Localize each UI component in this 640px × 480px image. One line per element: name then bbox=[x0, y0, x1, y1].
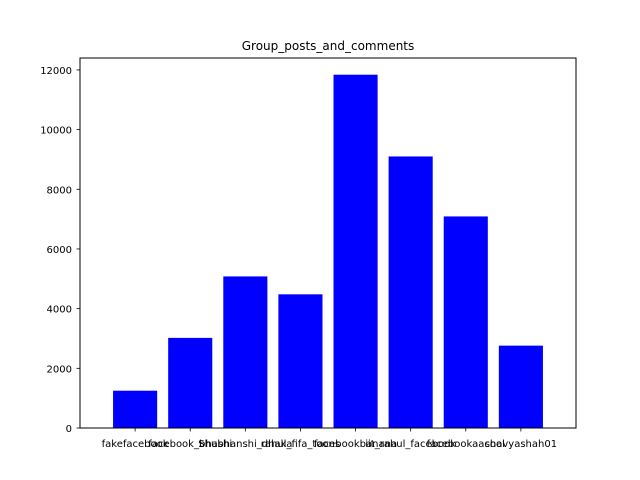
x-tick-label-5: iit_rahul_facebook bbox=[365, 439, 456, 450]
y-tick-label-2: 4000 bbox=[47, 305, 72, 316]
y-tick-label-3: 6000 bbox=[47, 245, 72, 256]
y-tick-label-5: 10000 bbox=[40, 126, 72, 137]
x-axis-ticks: fakefacebookfacebook_bhashiShubhanshi_dh… bbox=[102, 428, 557, 450]
bar-4 bbox=[333, 74, 378, 429]
y-tick-label-1: 2000 bbox=[47, 364, 72, 375]
plot-frame bbox=[79, 57, 577, 429]
bar-6 bbox=[443, 216, 488, 428]
y-tick-label-6: 12000 bbox=[40, 66, 72, 77]
bar-3 bbox=[278, 294, 323, 428]
bar-0 bbox=[113, 390, 158, 428]
bar-5 bbox=[388, 156, 433, 428]
bar-2 bbox=[223, 276, 268, 428]
bar-7 bbox=[498, 345, 543, 428]
x-tick-label-4: facebookbanana bbox=[314, 439, 397, 450]
x-tick-label-0: fakefacebook bbox=[102, 439, 169, 450]
y-tick-label-0: 0 bbox=[66, 424, 72, 435]
x-tick-label-3: rahul_fifa_toons bbox=[261, 439, 340, 450]
x-tick-label-7: shavyashah01 bbox=[485, 439, 557, 450]
y-axis-ticks: 0 2000 4000 6000 8000 10000 12000 bbox=[40, 66, 80, 435]
chart-title: Group_posts_and_comments bbox=[242, 39, 415, 53]
x-tick-label-2: Shubhanshi_dhaka bbox=[198, 439, 292, 450]
bars-group bbox=[113, 74, 543, 429]
x-tick-label-1: facebook_bhashi bbox=[148, 439, 232, 450]
bar-1 bbox=[168, 337, 213, 428]
x-tick-label-6: facebookaacool bbox=[427, 439, 505, 450]
y-tick-label-4: 8000 bbox=[47, 185, 72, 196]
